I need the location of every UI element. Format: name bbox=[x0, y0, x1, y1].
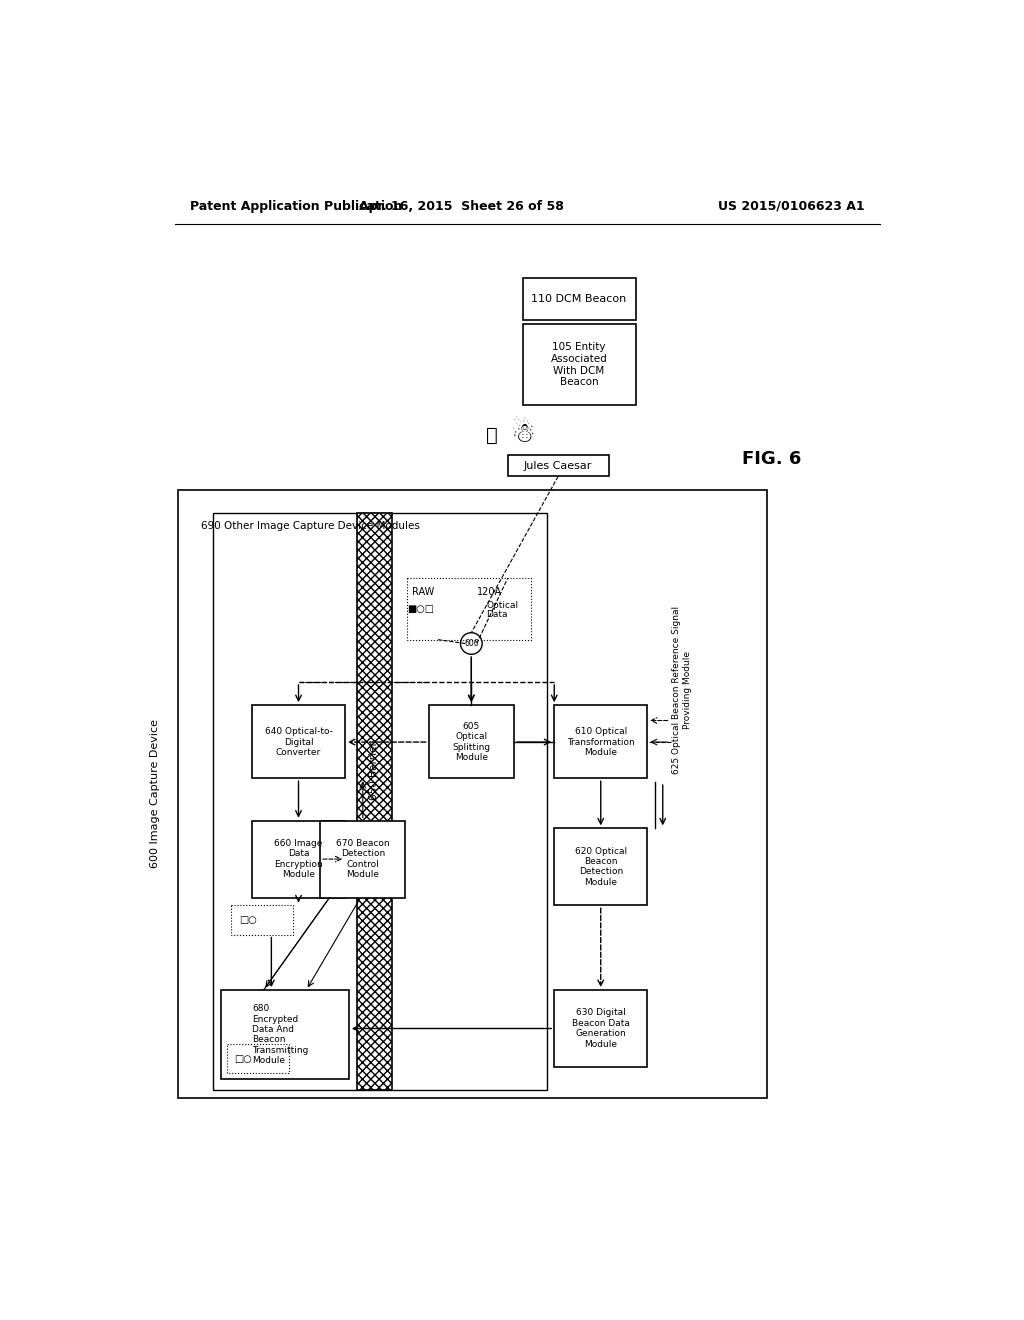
Text: ■○□: ■○□ bbox=[408, 603, 434, 614]
Text: 690 Other Image Capture Device Modules: 690 Other Image Capture Device Modules bbox=[201, 521, 420, 532]
Bar bbox=[554, 829, 647, 906]
Text: ⦿: ⦿ bbox=[486, 426, 498, 445]
Text: RAW: RAW bbox=[413, 587, 434, 597]
Text: 650 Barrier: 650 Barrier bbox=[369, 741, 379, 800]
Text: 680
Encrypted
Data And
Beacon
Transmitting
Module: 680 Encrypted Data And Beacon Transmitti… bbox=[252, 1005, 308, 1065]
Text: FIG. 6: FIG. 6 bbox=[741, 450, 801, 467]
Text: 630 Digital
Beacon Data
Generation
Module: 630 Digital Beacon Data Generation Modul… bbox=[571, 1008, 630, 1048]
Text: □○: □○ bbox=[233, 1053, 252, 1064]
Bar bbox=[554, 990, 647, 1067]
Bar bbox=[523, 277, 636, 321]
Bar bbox=[356, 512, 391, 1090]
Text: Optical: Optical bbox=[486, 601, 518, 610]
Text: 110 DCM Beacon: 110 DCM Beacon bbox=[531, 294, 627, 305]
Bar bbox=[178, 490, 767, 1098]
Text: 620 Optical
Beacon
Detection
Module: 620 Optical Beacon Detection Module bbox=[574, 846, 627, 887]
Bar bbox=[523, 323, 636, 405]
Text: 605
Optical
Splitting
Module: 605 Optical Splitting Module bbox=[453, 722, 490, 762]
Text: 640 Optical-to-
Digital
Converter: 640 Optical-to- Digital Converter bbox=[264, 727, 333, 756]
Bar bbox=[231, 906, 293, 935]
Bar bbox=[508, 455, 608, 477]
Text: 606: 606 bbox=[464, 639, 478, 648]
Text: 610 Optical
Transformation
Module: 610 Optical Transformation Module bbox=[567, 727, 635, 756]
Text: 105 Entity
Associated
With DCM
Beacon: 105 Entity Associated With DCM Beacon bbox=[551, 342, 607, 387]
Text: US 2015/0106623 A1: US 2015/0106623 A1 bbox=[718, 199, 864, 213]
Bar bbox=[554, 705, 647, 779]
Bar bbox=[252, 821, 345, 898]
Bar bbox=[407, 578, 531, 640]
Text: 600 Image Capture Device: 600 Image Capture Device bbox=[151, 719, 160, 869]
Text: □○: □○ bbox=[240, 915, 257, 925]
Bar bbox=[213, 512, 547, 1090]
Text: 120A: 120A bbox=[477, 587, 502, 597]
Text: ☃: ☃ bbox=[511, 420, 536, 447]
Bar bbox=[227, 1044, 289, 1073]
Text: 670 Beacon
Detection
Control
Module: 670 Beacon Detection Control Module bbox=[336, 840, 390, 879]
Bar bbox=[321, 821, 406, 898]
Text: Jules Caesar: Jules Caesar bbox=[524, 461, 592, 471]
Text: Apr. 16, 2015  Sheet 26 of 58: Apr. 16, 2015 Sheet 26 of 58 bbox=[358, 199, 563, 213]
Text: 660 Image
Data
Encryption
Module: 660 Image Data Encryption Module bbox=[274, 840, 323, 879]
Text: Patent Application Publication: Patent Application Publication bbox=[190, 199, 402, 213]
Text: 625 Optical Beacon Reference Signal
Providing Module: 625 Optical Beacon Reference Signal Prov… bbox=[673, 606, 692, 774]
Bar bbox=[429, 705, 514, 779]
Bar bbox=[221, 990, 349, 1078]
Text: Data: Data bbox=[486, 610, 508, 619]
Bar bbox=[252, 705, 345, 779]
